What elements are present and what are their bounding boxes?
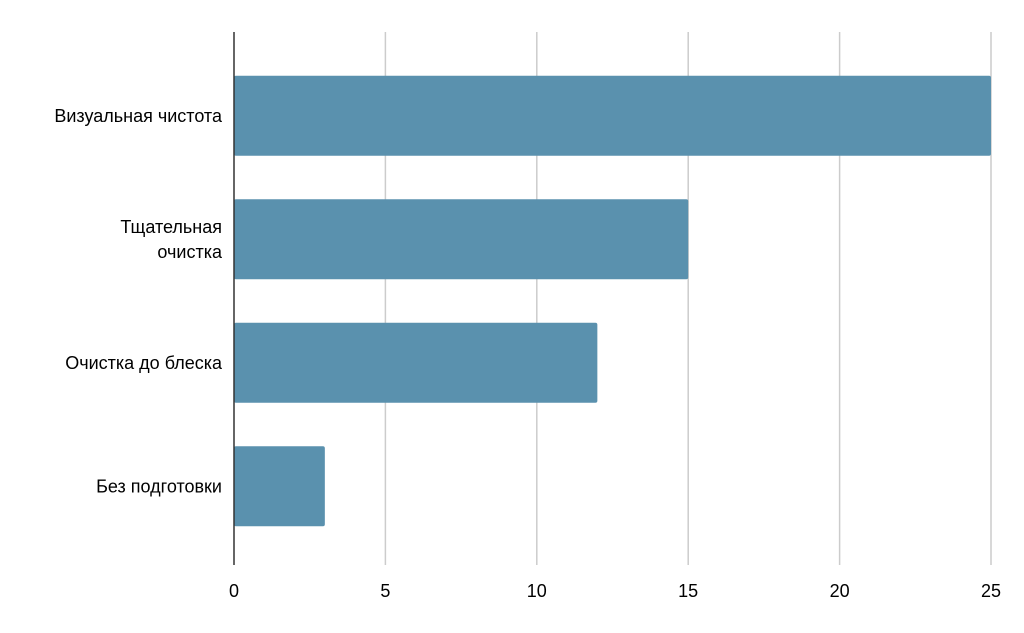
x-tick-labels: 0 5 10 15 20 25 <box>229 581 1001 601</box>
bars <box>234 75 991 527</box>
bar <box>234 199 689 280</box>
bar <box>234 446 325 527</box>
category-label: Тщательная очистка <box>120 217 223 262</box>
x-tick-label: 20 <box>830 581 850 601</box>
category-label: Визуальная чистота <box>54 106 223 126</box>
category-label: Очистка до блеска <box>65 353 223 373</box>
x-tick-label: 25 <box>981 581 1001 601</box>
x-tick-label: 15 <box>678 581 698 601</box>
x-tick-label: 5 <box>380 581 390 601</box>
x-tick-label: 0 <box>229 581 239 601</box>
x-tick-label: 10 <box>527 581 547 601</box>
bar <box>234 75 991 156</box>
bar <box>234 322 598 403</box>
category-labels: Визуальная чистота Тщательная очистка Очист… <box>54 106 223 497</box>
category-label: Без подготовки <box>96 476 222 496</box>
